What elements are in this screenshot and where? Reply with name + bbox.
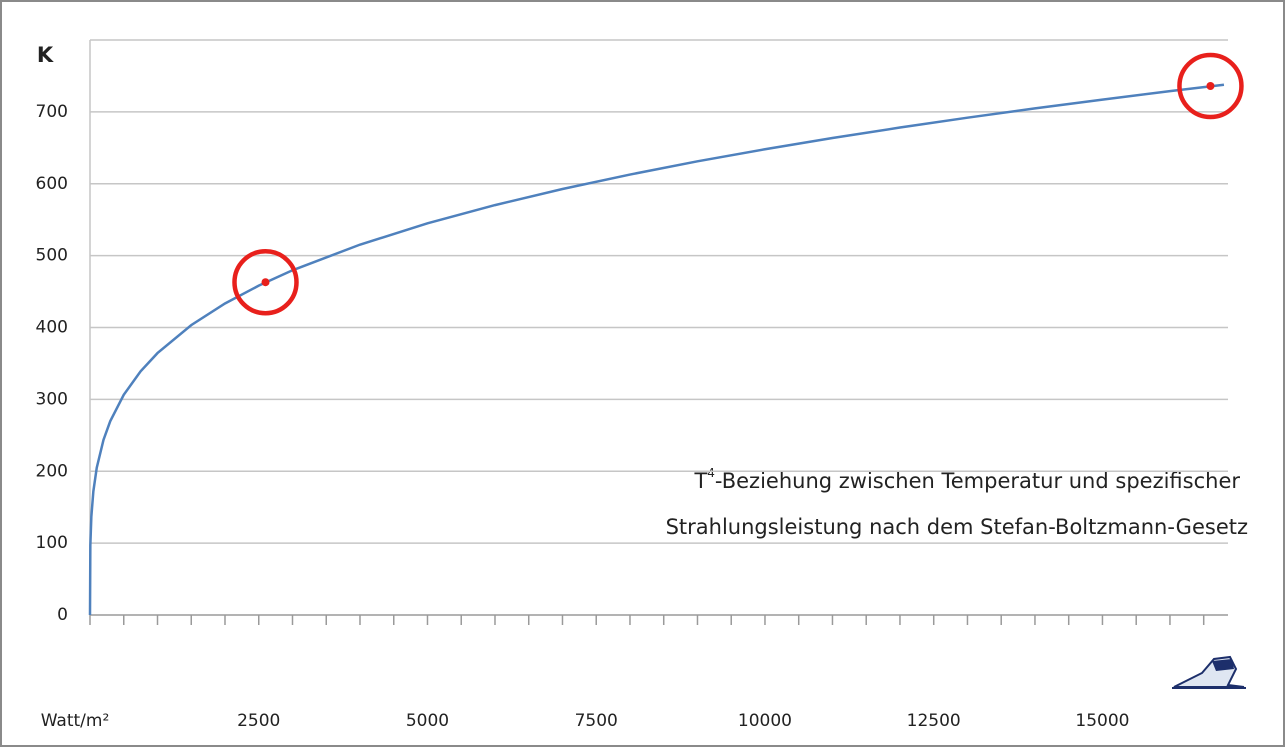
y-tick-label: 300	[36, 389, 68, 409]
x-tick-label: 12500	[907, 711, 961, 731]
x-tick-label: 5000	[406, 711, 449, 731]
x-tick-label: 15000	[1075, 711, 1129, 731]
x-tick-label: 10000	[738, 711, 792, 731]
y-tick-label: 100	[36, 533, 68, 553]
y-tick-label: 0	[57, 605, 68, 625]
highlight-point	[1206, 82, 1215, 90]
highlight-ring	[232, 248, 299, 316]
line-series	[88, 83, 1225, 616]
x-axis-label: Watt/m²	[41, 711, 110, 731]
annotation-sup: 4	[707, 466, 715, 480]
logo-roof	[1212, 659, 1234, 671]
y-tick-label: 400	[36, 318, 68, 338]
y-tick-label: 600	[36, 174, 68, 194]
y-tick-label: 200	[36, 461, 68, 481]
highlight-ring	[1177, 52, 1244, 120]
logo	[1172, 655, 1246, 689]
annotation-line2: Strahlungsleistung nach dem Stefan-Boltz…	[666, 515, 1248, 539]
x-tick-label: 2500	[237, 711, 280, 731]
y-tick-label: 700	[36, 102, 68, 122]
x-tick-label: 7500	[575, 711, 618, 731]
y-tick-label: 500	[36, 246, 68, 266]
annotation-line1: -Beziehung zwischen Temperatur und spezi…	[715, 469, 1240, 493]
y-tick-label: K	[37, 43, 54, 67]
highlight-point	[261, 278, 270, 287]
annotation: T4-Beziehung zwischen Temperatur und spe…	[693, 466, 1240, 494]
annotation-base: T	[693, 469, 707, 493]
